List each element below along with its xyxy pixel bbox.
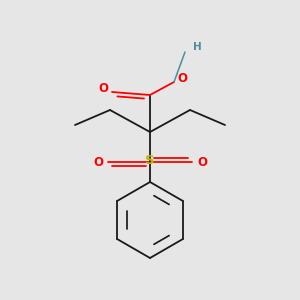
Text: O: O — [93, 155, 103, 169]
Text: S: S — [145, 154, 155, 167]
Text: H: H — [193, 42, 201, 52]
Text: O: O — [177, 73, 187, 85]
Text: O: O — [197, 155, 207, 169]
Text: O: O — [98, 82, 108, 95]
